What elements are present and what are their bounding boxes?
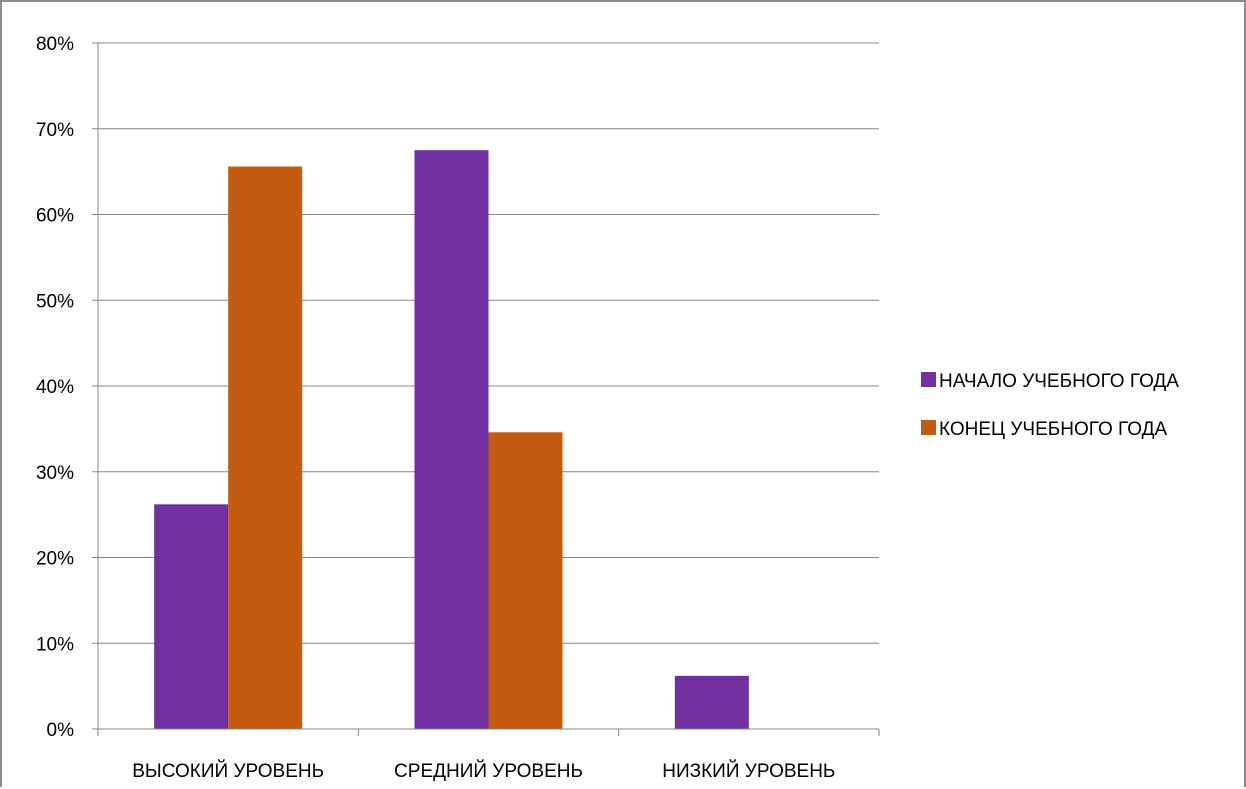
legend-swatch [921,420,936,435]
y-tick-label: 70% [36,120,74,141]
bar [414,150,489,729]
legend-label: КОНЕЦ УЧЕБНОГО ГОДА [939,419,1167,440]
bar [154,504,229,729]
axes: 0% 10% 20% 30% 40% 50% 60% 70% 80% ВЫСОКИЙ УРОВЕН… [36,34,880,782]
y-tick-label: 50% [36,291,74,312]
x-tick-label: НИЗКИЙ УРОВЕНЬ [662,760,835,782]
y-tick-label: 60% [36,206,74,227]
y-tick-label: 30% [36,463,74,484]
y-tick-label: 20% [36,549,74,570]
legend-swatch [921,372,936,387]
legend: НАЧАЛО УЧЕБНОГО ГОДА КОНЕЦ УЧЕБНОГО ГОДА [921,371,1179,440]
y-tick-label: 10% [36,634,74,655]
bar [228,166,303,730]
legend-label: НАЧАЛО УЧЕБНОГО ГОДА [939,371,1179,392]
y-tick-label: 40% [36,377,74,398]
y-tick-label: 80% [36,34,74,55]
bar [674,675,749,729]
bars [154,150,749,730]
x-tick-label: СРЕДНИЙ УРОВЕНЬ [394,760,583,782]
x-tick-label: ВЫСОКИЙ УРОВЕНЬ [132,760,324,782]
y-tick-label: 0% [47,720,75,741]
bar [488,432,563,729]
